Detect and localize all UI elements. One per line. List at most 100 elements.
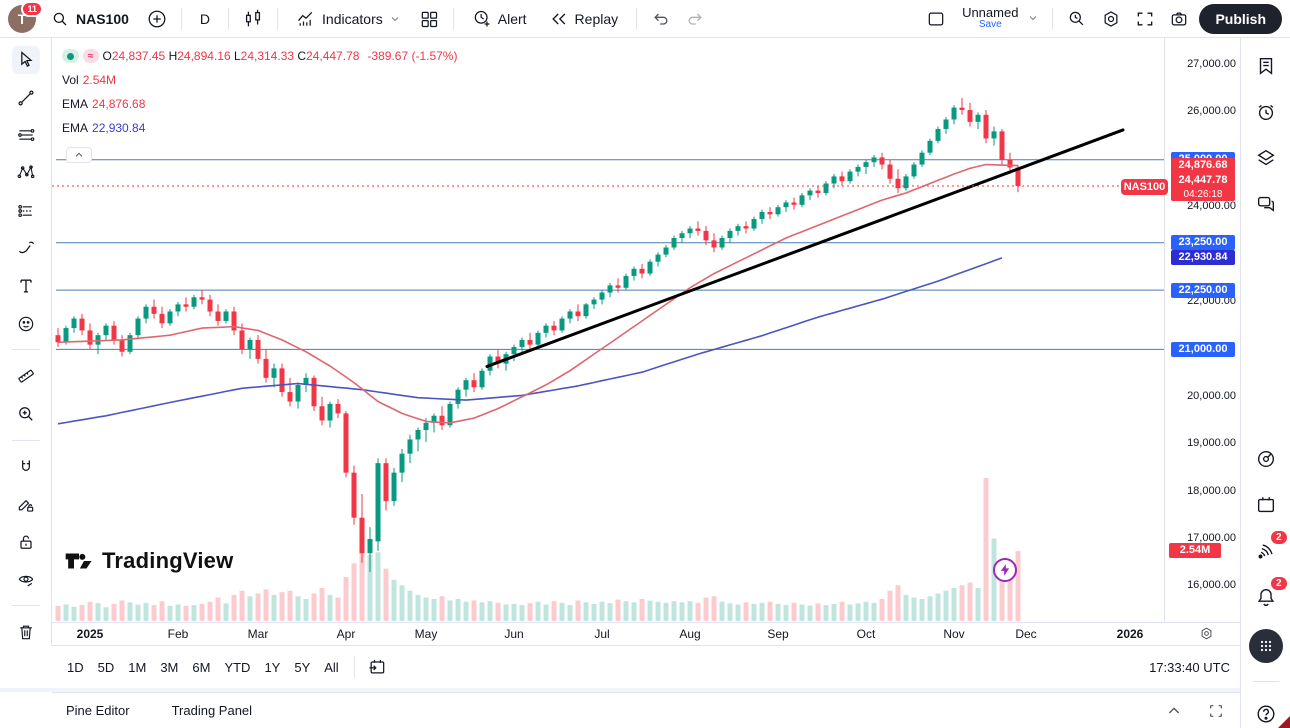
candle-body <box>639 268 645 274</box>
candle-body <box>399 453 405 473</box>
volume-bar <box>863 601 869 621</box>
layout-grid-button[interactable] <box>415 5 443 33</box>
range-5D[interactable]: 5D <box>91 655 122 680</box>
volume-bar <box>767 601 773 621</box>
candle-body <box>927 140 933 153</box>
chat-icon[interactable] <box>1252 190 1280 218</box>
legend-collapse-button[interactable] <box>66 147 92 163</box>
time-axis[interactable]: 2025 Feb Mar Apr May Jun Jul Aug Sep Oct Nov Dec 202… <box>52 622 1240 646</box>
go-to-date-button[interactable] <box>363 653 391 681</box>
measure-ruler-tool[interactable] <box>12 362 40 390</box>
indicators-button[interactable]: Indicators <box>288 5 409 33</box>
user-avatar[interactable]: T 11 <box>8 0 43 33</box>
tab-pine-editor[interactable]: Pine Editor <box>66 699 130 722</box>
zoom-in-tool[interactable] <box>12 400 40 428</box>
alert-button[interactable]: Alert <box>464 5 535 33</box>
compare-add-button[interactable] <box>143 5 171 33</box>
replay-button[interactable]: Replay <box>541 5 627 33</box>
notifications-bell-icon[interactable]: 2 <box>1252 577 1287 611</box>
volume-bar <box>711 596 717 621</box>
hide-drawings-tool[interactable] <box>12 566 40 594</box>
help-icon[interactable] <box>1252 700 1280 728</box>
candle-body <box>335 403 341 414</box>
emoji-tool[interactable] <box>12 310 40 338</box>
calendar-icon[interactable] <box>1252 491 1280 519</box>
session-clock[interactable]: 17:33:40 UTC <box>1149 659 1230 675</box>
alerts-clock-icon[interactable] <box>1252 98 1280 126</box>
drawing-lock-tool[interactable] <box>12 490 40 518</box>
layout-menu-caret[interactable] <box>1024 4 1042 32</box>
range-1M[interactable]: 1M <box>121 655 153 680</box>
volume-bar <box>151 605 157 621</box>
volume-bar <box>903 594 909 621</box>
legend-volume-row[interactable]: Vol 2.54M <box>62 72 457 88</box>
range-1Y[interactable]: 1Y <box>257 655 287 680</box>
symbol-name: NAS100 <box>76 10 129 27</box>
publish-button[interactable]: Publish <box>1199 3 1282 34</box>
screener-target-icon[interactable] <box>1252 445 1280 473</box>
settings-gear-icon[interactable] <box>1097 5 1125 33</box>
ema-fast-line <box>57 163 1019 424</box>
volume-bar <box>1015 551 1021 621</box>
layout-name: Unnamed <box>962 5 1019 21</box>
candle-body <box>471 380 477 388</box>
divider <box>11 439 40 441</box>
legend-ema-fast-row[interactable]: EMA 24,876.68 <box>62 96 457 112</box>
legend-main-row[interactable]: ≈ O24,837.45 H24,894.16 L24,314.33 C24,4… <box>62 48 457 64</box>
quick-search-button[interactable] <box>1063 5 1091 33</box>
range-6M[interactable]: 6M <box>185 655 217 680</box>
redo-button[interactable] <box>681 5 709 33</box>
magnet-tool[interactable] <box>12 453 40 481</box>
range-YTD[interactable]: YTD <box>217 655 257 680</box>
volume-bar <box>559 602 565 621</box>
volume-bar <box>503 604 509 621</box>
candle-body <box>423 422 429 430</box>
candle-body <box>215 311 221 321</box>
panel-expand-chevron-icon[interactable] <box>1160 697 1188 725</box>
volume-bar <box>271 594 277 621</box>
volume-bar <box>223 603 229 621</box>
fullscreen-button[interactable] <box>1131 5 1159 33</box>
save-layout-icon[interactable] <box>922 5 950 33</box>
candle-body <box>559 318 565 331</box>
candle-body <box>615 285 621 288</box>
range-All[interactable]: All <box>317 655 345 680</box>
candle-body <box>527 339 533 345</box>
chart-canvas[interactable] <box>52 38 1164 622</box>
toolbar-right: Unnamed Save Publish <box>922 3 1282 34</box>
trend-line[interactable] <box>485 128 1125 368</box>
text-tool[interactable] <box>12 272 40 300</box>
undo-button[interactable] <box>647 5 675 33</box>
cursor-tool[interactable] <box>11 46 40 74</box>
fib-retracement-tool[interactable] <box>12 197 40 225</box>
xabcd-pattern-tool[interactable] <box>12 159 40 187</box>
layout-name-button[interactable]: Unnamed Save <box>956 4 1024 32</box>
streams-signal-icon[interactable]: 2 <box>1252 531 1287 565</box>
apps-grid-button[interactable] <box>1248 629 1283 663</box>
ohlc-value: 24,837.45 <box>111 49 169 63</box>
candle-body <box>719 238 725 248</box>
remove-drawings-tool[interactable] <box>12 618 40 646</box>
price-axis[interactable]: 27,000.00 26,000.00 24,000.00 22,000.00 20,0… <box>1164 38 1241 622</box>
range-5Y[interactable]: 5Y <box>287 655 317 680</box>
volume-bar <box>143 602 149 621</box>
range-3M[interactable]: 3M <box>153 655 185 680</box>
horizontal-lines-tool[interactable] <box>12 121 40 149</box>
axis-settings-gear-icon[interactable] <box>1199 626 1214 641</box>
brush-tool[interactable] <box>12 234 40 262</box>
watchlist-icon[interactable] <box>1252 52 1280 80</box>
trend-line-tool[interactable] <box>12 84 40 112</box>
symbol-search-button[interactable]: NAS100 <box>42 5 137 33</box>
screenshot-camera-icon[interactable] <box>1165 5 1193 33</box>
candle-body <box>911 164 917 177</box>
legend-ema-slow-row[interactable]: EMA 22,930.84 <box>62 120 457 136</box>
interval-button[interactable]: D <box>192 7 218 31</box>
panel-maximize-icon[interactable] <box>1202 697 1230 725</box>
object-tree-icon[interactable] <box>1252 144 1280 172</box>
tab-trading-panel[interactable]: Trading Panel <box>172 699 252 722</box>
range-1D[interactable]: 1D <box>60 655 91 680</box>
chart-style-button[interactable] <box>239 5 267 33</box>
flash-event-icon[interactable] <box>993 558 1017 582</box>
candle-body <box>703 230 709 241</box>
lock-all-tool[interactable] <box>12 528 40 556</box>
